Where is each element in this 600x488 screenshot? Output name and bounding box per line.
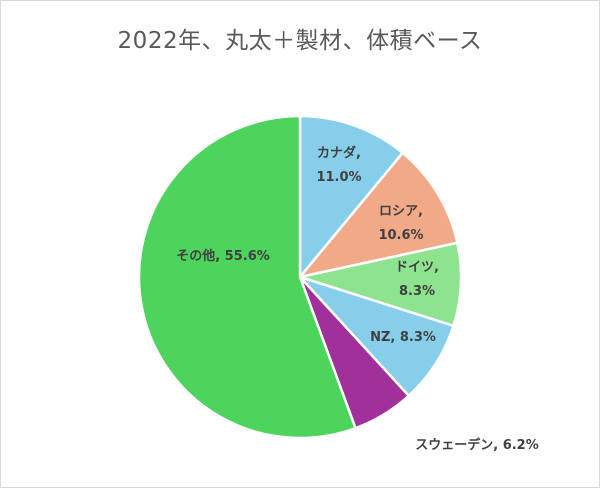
pie-slice-2 [298, 151, 459, 279]
slice-label-2: ロシア, 10.6% [378, 204, 423, 243]
pie-slice-6 [137, 114, 357, 440]
pie-slice-1 [298, 114, 404, 279]
slice-label-1: カナダ, 11.0% [316, 145, 361, 185]
slice-label-6: その他, 55.6% [176, 248, 270, 264]
slice-label-4: NZ, 8.3% [370, 330, 436, 345]
chart-title: 2022年、丸太＋製材、体積ベース [117, 28, 483, 54]
slice-label-3: ドイツ, 8.3% [395, 260, 439, 299]
slice-label-5: スウェーデン, 6.2% [415, 437, 539, 453]
